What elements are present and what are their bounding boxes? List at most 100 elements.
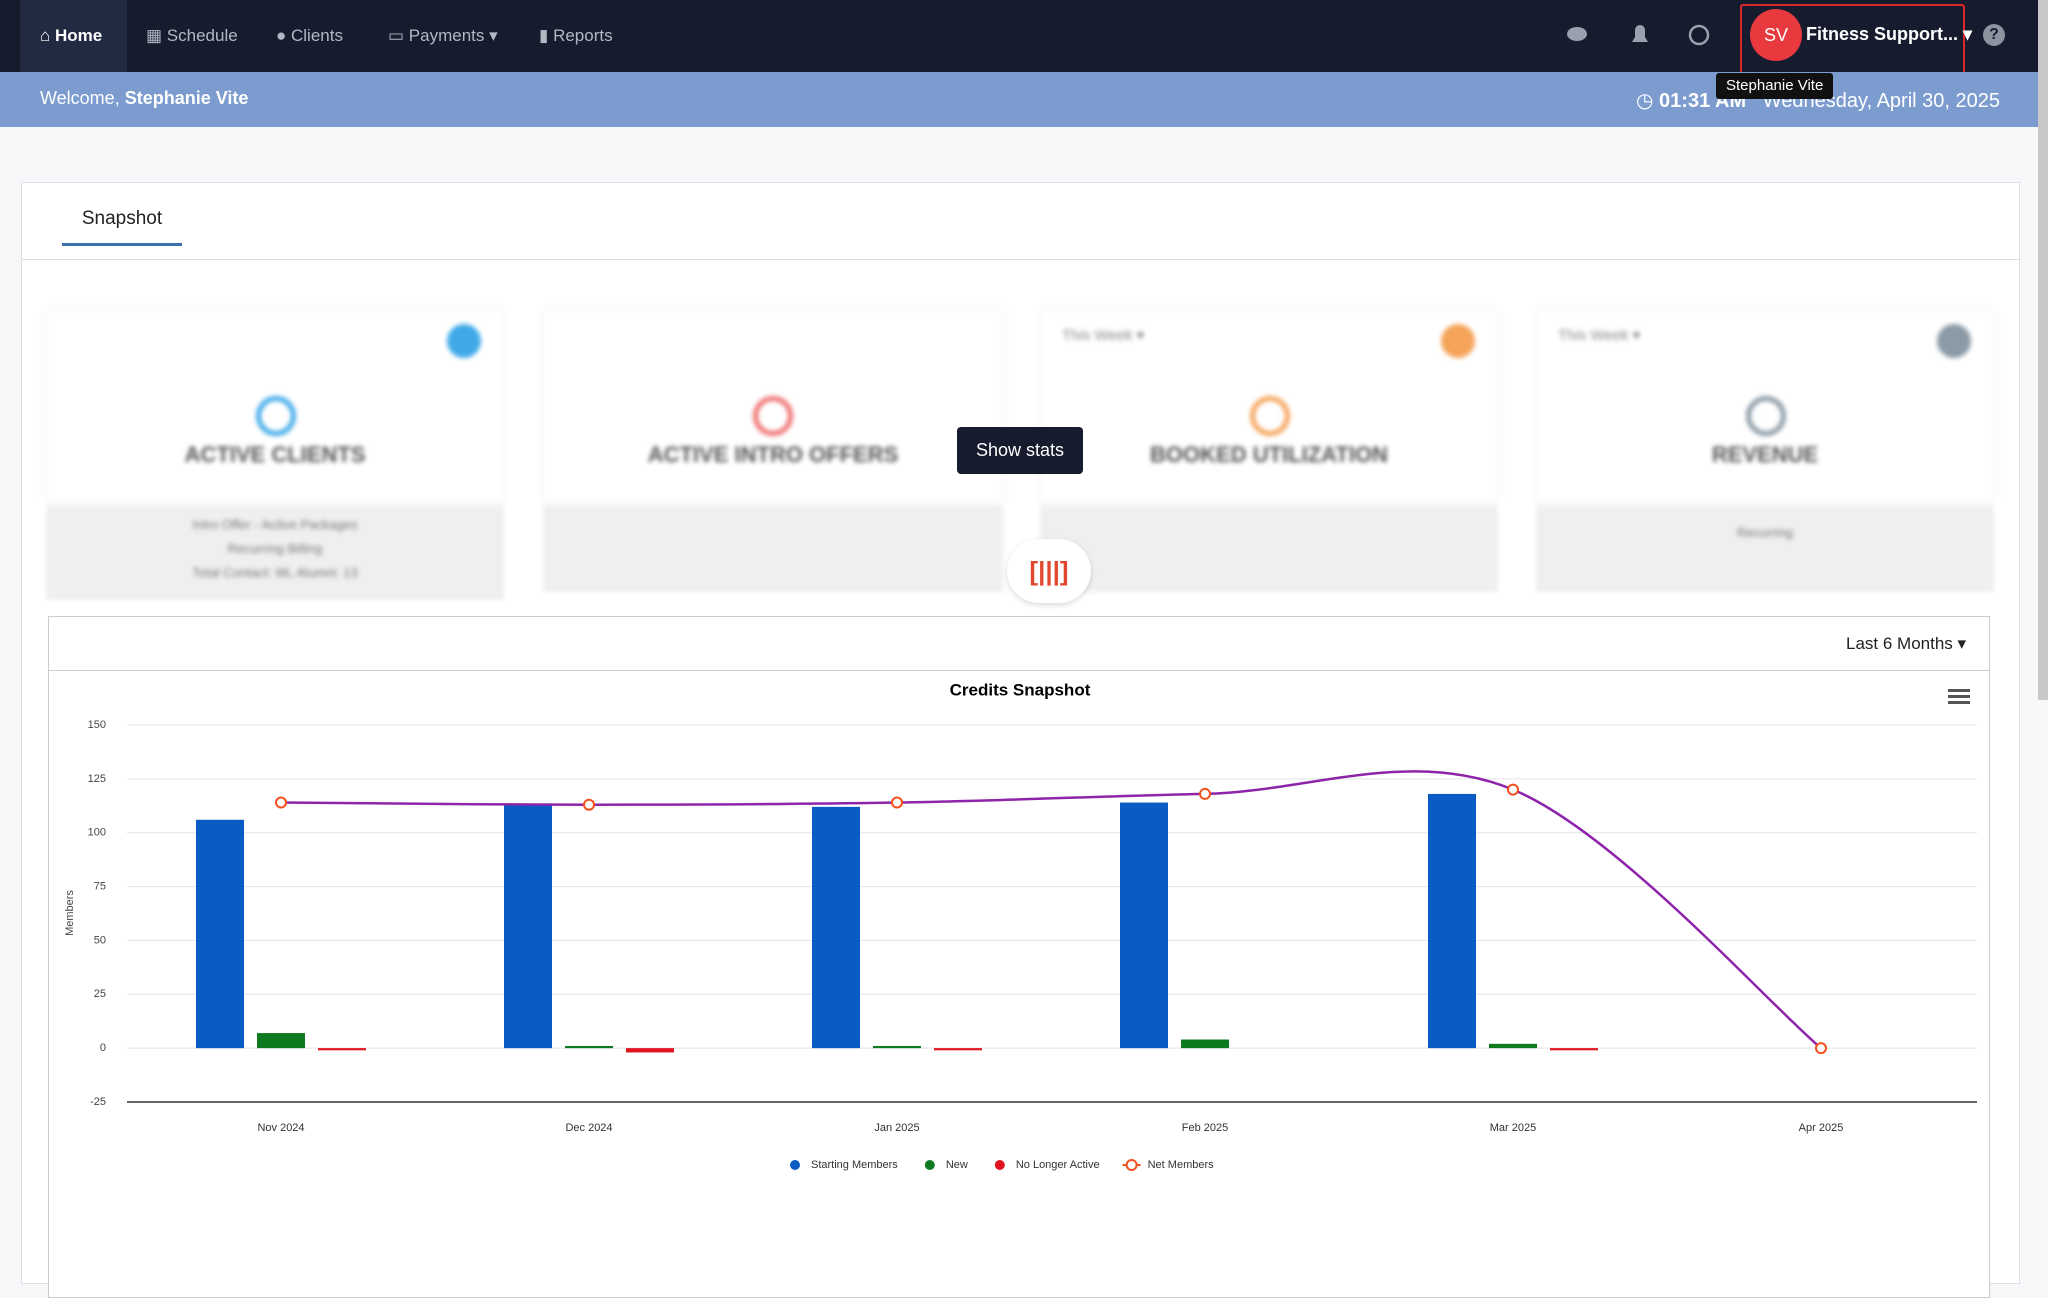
card-title: ACTIVE CLIENTS — [184, 442, 366, 467]
y-tick-label: 125 — [88, 773, 106, 785]
nav-payments[interactable]: ▭ Payments ▾ — [388, 26, 498, 45]
y-tick-label: 50 — [94, 934, 106, 946]
legend-marker — [790, 1160, 800, 1170]
card: ACTIVE CLIENTS Intro Offer - Active Pack… — [46, 310, 504, 600]
marker — [1815, 1042, 1827, 1055]
period-label: This Week — [1558, 327, 1629, 344]
bar — [1428, 793, 1476, 1049]
nav-home[interactable]: ⌂ Home — [40, 26, 103, 45]
x-tick-label: Feb 2025 — [1182, 1122, 1228, 1134]
bell-icon[interactable] — [1632, 25, 1648, 42]
bar — [257, 1033, 305, 1049]
spinner — [1250, 396, 1290, 436]
range-dropdown[interactable]: Last 6 Months ▾ — [1846, 634, 1967, 653]
y-tick-label: 100 — [88, 827, 106, 839]
barcode-button[interactable]: [|||] — [1007, 539, 1091, 603]
menu-bar — [1948, 701, 1970, 704]
user-name: Stephanie Vite — [124, 88, 249, 108]
welcome-text: Welcome, — [40, 88, 120, 108]
range-label: Last 6 Months — [1846, 634, 1953, 653]
x-tick-label: Mar 2025 — [1490, 1122, 1536, 1134]
nav-reports[interactable]: ▮ Reports — [539, 26, 613, 45]
y-tick-label: 150 — [88, 719, 106, 731]
legend-label: No Longer Active — [1016, 1159, 1100, 1171]
bar — [873, 1045, 921, 1049]
bar — [626, 1048, 674, 1053]
help-icon[interactable]: ? — [1983, 24, 2005, 46]
nav-label: Home — [55, 26, 103, 45]
legend-marker — [924, 1160, 935, 1170]
line — [280, 770, 1822, 1050]
marker — [891, 796, 903, 809]
active-tab-bg — [20, 0, 127, 72]
bar — [934, 1048, 982, 1051]
avatar[interactable]: SV — [1750, 9, 1802, 61]
card-title: ACTIVE INTRO OFFERS — [647, 442, 899, 467]
detail: Intro Offer - Active Packages — [192, 517, 358, 532]
bar — [1120, 802, 1168, 1049]
scrollbar — [2038, 0, 2048, 700]
bar — [1181, 1039, 1229, 1049]
y-axis-label: Members — [64, 890, 76, 936]
nav-clients[interactable]: ● Clients — [276, 26, 343, 45]
spinner — [1746, 396, 1786, 436]
x-tick-label: Dec 2024 — [565, 1122, 612, 1134]
x-tick-label: Nov 2024 — [257, 1122, 304, 1134]
card: ACTIVE INTRO OFFERS — [543, 310, 1003, 592]
period: This Week ▾ — [1558, 327, 1641, 344]
chat-icon[interactable] — [1567, 27, 1587, 41]
menu-icon[interactable] — [1948, 689, 1970, 704]
divider — [22, 259, 2019, 260]
y-tick-label: 25 — [94, 988, 106, 1000]
card-footer: Intro Offer - Active Packages Recurring B… — [46, 505, 504, 600]
nav-schedule[interactable]: ▦ Schedule — [146, 26, 238, 45]
card-title: REVENUE — [1711, 442, 1819, 467]
nav-label: Payments — [408, 26, 485, 45]
period: This Week ▾ — [1062, 327, 1145, 344]
bar — [1489, 1043, 1537, 1049]
y-tick-label: -25 — [90, 1096, 106, 1108]
clock-icon[interactable] — [1688, 24, 1710, 46]
y-tick-label: 75 — [94, 880, 106, 892]
legend-marker — [994, 1160, 1005, 1170]
period-label: This Week — [1062, 327, 1133, 344]
card-icon — [1937, 324, 1971, 358]
spinner — [753, 396, 793, 436]
x-tick-label: Apr 2025 — [1799, 1122, 1844, 1134]
bar — [196, 819, 244, 1049]
legend-label: New — [946, 1159, 968, 1171]
card-footer — [1040, 505, 1498, 592]
account-name: Fitness Support... — [1806, 24, 1959, 44]
menu-bar — [1948, 695, 1970, 698]
nav-icons — [1567, 24, 1710, 46]
card: This Week ▾ BOOKED UTILIZATION — [1040, 310, 1498, 592]
marker — [1199, 787, 1211, 800]
nav-label: Clients — [291, 26, 343, 45]
show-stats-button[interactable]: Show stats — [957, 427, 1083, 474]
marker — [583, 798, 595, 811]
card-icon — [447, 324, 481, 358]
detail: Recurring Billing — [227, 541, 323, 556]
card: This Week ▾ REVENUE Recurring — [1536, 310, 1994, 592]
nav-label: Reports — [553, 26, 613, 45]
card-title: BOOKED UTILIZATION — [1150, 442, 1388, 467]
y-tick-label: 0 — [100, 1042, 106, 1054]
divider — [49, 670, 1989, 671]
card-footer — [543, 505, 1003, 592]
tooltip: Stephanie Vite — [1716, 73, 1834, 99]
detail: Recurring — [1736, 525, 1794, 540]
account-menu[interactable]: Fitness Support... ▾ — [1806, 24, 1973, 44]
card-footer: Recurring — [1536, 505, 1994, 592]
nav-bar: ⌂ Home ▦ Schedule ● Clients ▭ Payments ▾… — [0, 0, 2048, 81]
bar — [812, 806, 860, 1049]
spinner — [256, 396, 296, 436]
marker — [275, 796, 287, 809]
tab[interactable]: Snapshot — [62, 203, 182, 246]
menu-bar — [1948, 689, 1970, 692]
welcome-bar: Welcome, Stephanie Vite ◷ 01:31 AM Wedne… — [0, 72, 2048, 127]
legend-label: Net Members — [1148, 1159, 1215, 1171]
nav-label: Schedule — [166, 26, 238, 45]
chart-panel: Last 6 Months ▾ — [48, 616, 1990, 1298]
bar — [504, 804, 552, 1049]
